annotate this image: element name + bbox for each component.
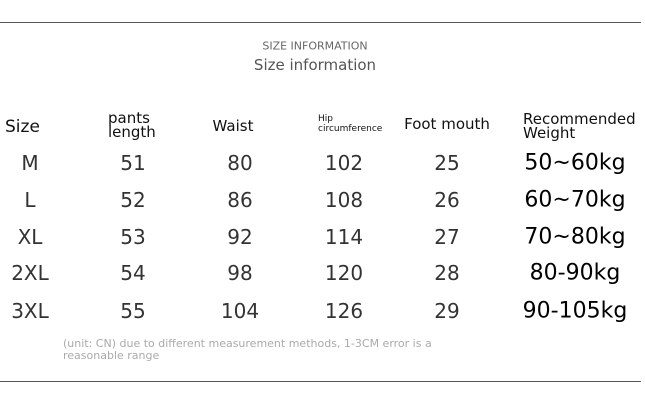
column-header: Hip circumference [318, 114, 383, 134]
table-cell: 54 [120, 261, 146, 285]
weight-cell: 80-90kg [529, 260, 621, 286]
subtitle: Size information [253, 56, 377, 74]
table-cell: XL [17, 225, 43, 249]
table-cell: 53 [120, 225, 146, 249]
column-header: Waist [212, 117, 254, 135]
table-cell: 26 [434, 188, 460, 212]
column-header: pants length [108, 109, 156, 141]
table-cell: 114 [324, 225, 364, 249]
column-header: Foot mouth [404, 115, 490, 133]
table-cell: 102 [324, 151, 364, 175]
table-cell: 28 [434, 261, 460, 285]
note: (unit: CN) due to different measurement … [63, 337, 432, 362]
table-cell: 25 [434, 151, 460, 175]
table-cell: M [21, 151, 39, 175]
table-cell: 2XL [11, 261, 49, 285]
table-cell: 86 [227, 188, 253, 212]
table-cell: L [24, 188, 36, 212]
table-cell: 126 [324, 299, 364, 323]
table-cell: 27 [434, 225, 460, 249]
table-cell: 3XL [11, 299, 49, 323]
column-header: Size [5, 117, 40, 137]
table-cell: 92 [227, 225, 253, 249]
table-cell: 29 [434, 299, 460, 323]
table-cell: 51 [120, 151, 146, 175]
table-cell: 52 [120, 188, 146, 212]
weight-cell: 50~60kg [524, 150, 626, 176]
column-header: Recommended Weight [523, 110, 636, 142]
weight-cell: 70~80kg [524, 224, 626, 250]
table-cell: 104 [220, 299, 260, 323]
title: SIZE INFORMATION [262, 39, 368, 53]
weight-cell: 60~70kg [524, 187, 626, 213]
table-cell: 108 [324, 188, 364, 212]
top-rule [0, 22, 641, 23]
table-cell: 98 [227, 261, 253, 285]
table-cell: 55 [120, 299, 146, 323]
table-cell: 80 [227, 151, 253, 175]
weight-cell: 90-105kg [522, 298, 628, 324]
bottom-rule [0, 381, 641, 382]
table-cell: 120 [324, 261, 364, 285]
